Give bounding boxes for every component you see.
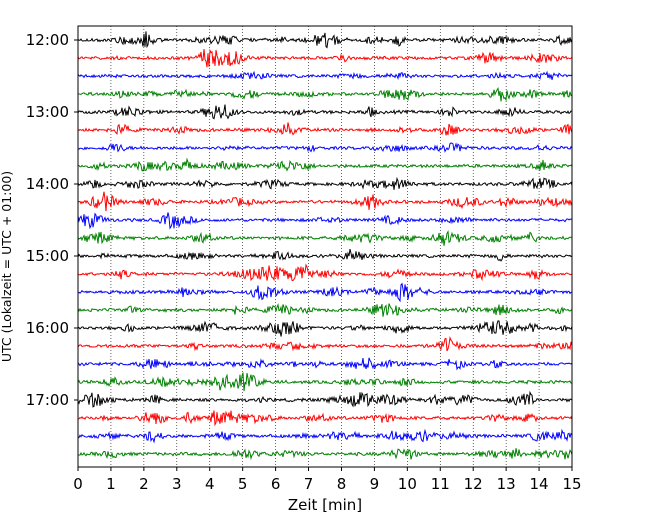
x-tick-label: 6 bbox=[271, 475, 281, 493]
x-axis-label: Zeit [min] bbox=[288, 496, 362, 514]
x-tick-label: 0 bbox=[73, 475, 83, 493]
x-tick-label: 8 bbox=[337, 475, 347, 493]
y-tick-label: 13:00 bbox=[26, 103, 69, 121]
trace-16:45 bbox=[77, 372, 573, 392]
plot-frame bbox=[77, 25, 573, 468]
trace-15:30 bbox=[77, 282, 573, 303]
trace-12:45 bbox=[77, 87, 573, 102]
x-tick-label: 1 bbox=[106, 475, 116, 493]
trace-15:00 bbox=[77, 248, 573, 262]
trace-13:15 bbox=[77, 122, 573, 136]
trace-14:45 bbox=[77, 230, 573, 246]
y-axis-label: UTC (Lokalzeit = UTC + 01:00) bbox=[0, 171, 14, 362]
y-tick-label: 12:00 bbox=[26, 31, 69, 49]
x-tick-label: 3 bbox=[172, 475, 182, 493]
x-tick-label: 15 bbox=[562, 475, 581, 493]
y-tick-label: 16:00 bbox=[26, 319, 69, 337]
y-axis: 12:00 13:00 14:00 15:00 16:00 17:00 bbox=[26, 31, 78, 409]
trace-16:30 bbox=[77, 357, 573, 371]
trace-17:45 bbox=[77, 448, 573, 461]
trace-14:00 bbox=[77, 176, 573, 190]
trace-16:15 bbox=[77, 336, 573, 352]
vertical-grid bbox=[110, 26, 540, 467]
x-tick-label: 13 bbox=[497, 475, 516, 493]
trace-17:30 bbox=[77, 428, 573, 444]
trace-13:45 bbox=[77, 157, 573, 172]
trace-15:15 bbox=[77, 263, 573, 282]
trace-16:00 bbox=[77, 320, 573, 337]
y-tick-label: 14:00 bbox=[26, 175, 69, 193]
trace-15:45 bbox=[77, 303, 573, 317]
x-tick-label: 4 bbox=[205, 475, 215, 493]
trace-12:00 bbox=[77, 31, 573, 49]
traces bbox=[77, 31, 573, 461]
x-tick-label: 7 bbox=[304, 475, 314, 493]
x-tick-label: 14 bbox=[530, 475, 549, 493]
trace-14:30 bbox=[77, 212, 573, 230]
trace-12:30 bbox=[77, 70, 573, 80]
x-tick-label: 12 bbox=[464, 475, 483, 493]
x-tick-label: 2 bbox=[139, 475, 149, 493]
trace-13:30 bbox=[77, 142, 573, 153]
trace-17:00 bbox=[77, 390, 573, 408]
x-tick-label: 11 bbox=[431, 475, 450, 493]
y-tick-label: 15:00 bbox=[26, 247, 69, 265]
x-tick-label: 10 bbox=[398, 475, 417, 493]
y-tick-label: 17:00 bbox=[26, 391, 69, 409]
trace-13:00 bbox=[77, 104, 573, 120]
x-tick-label: 5 bbox=[238, 475, 248, 493]
x-axis: 0 1 2 3 4 5 6 7 8 9 10 11 12 13 14 15 bbox=[73, 467, 582, 493]
trace-17:15 bbox=[77, 410, 573, 427]
trace-12:15 bbox=[77, 48, 573, 68]
x-tick-label: 9 bbox=[370, 475, 380, 493]
trace-14:15 bbox=[77, 191, 573, 212]
